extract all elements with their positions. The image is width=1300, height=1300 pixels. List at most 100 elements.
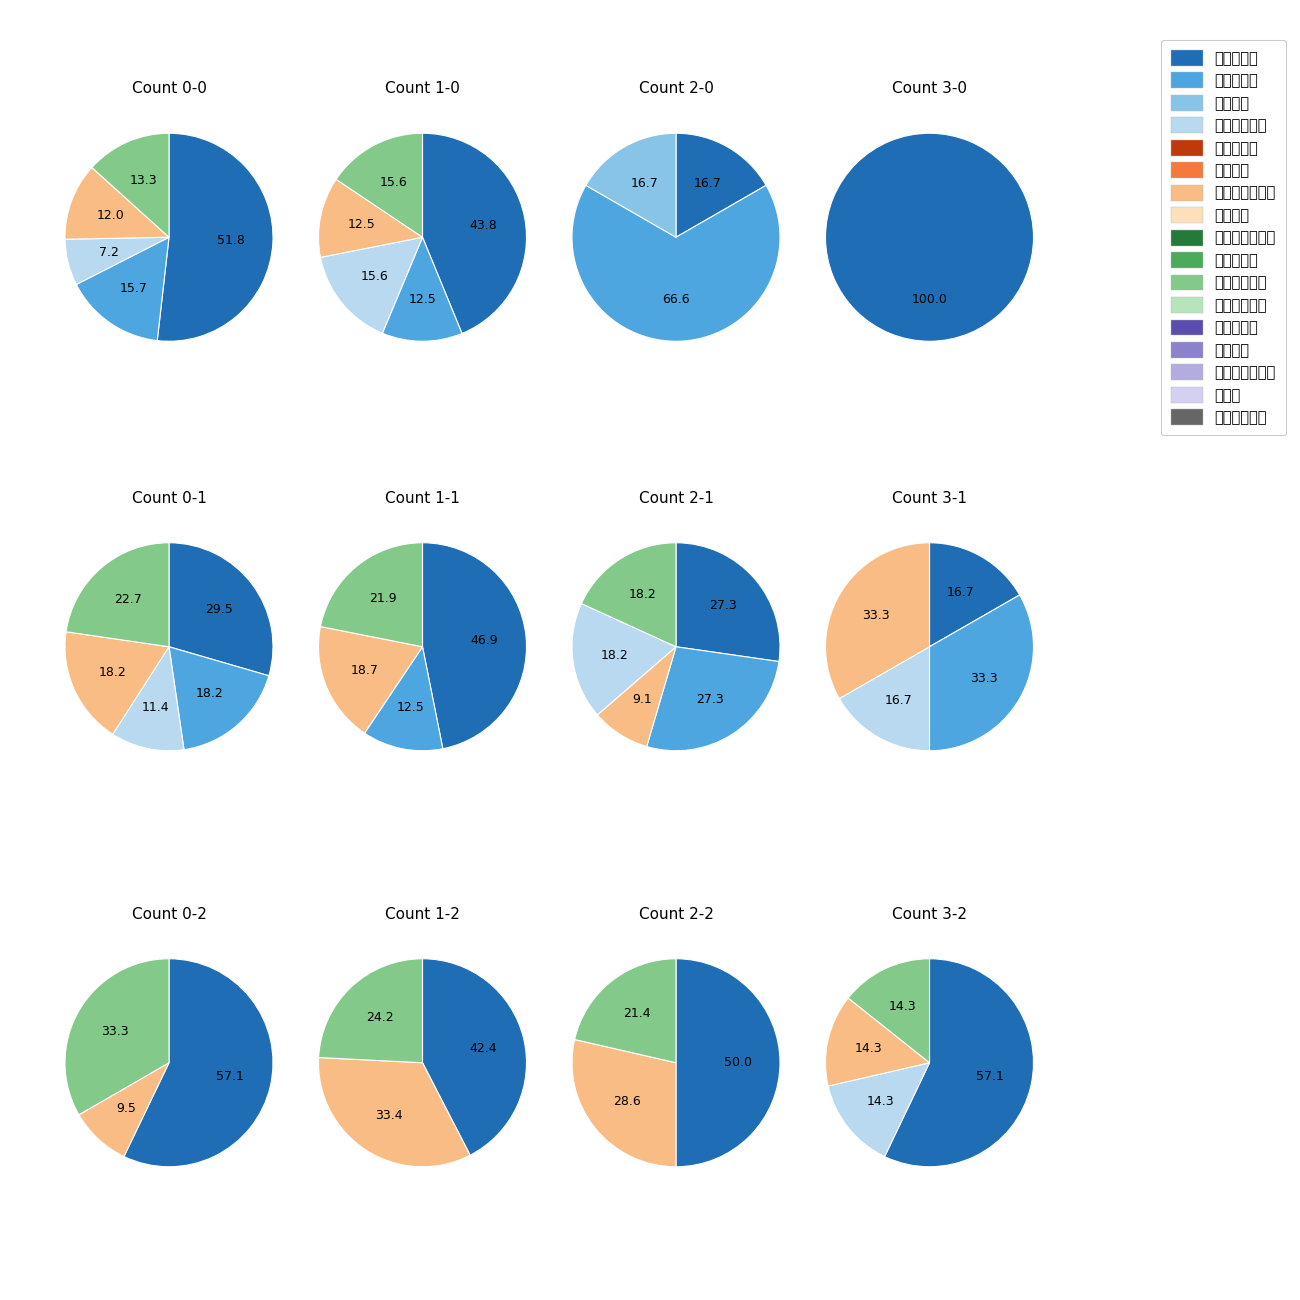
Wedge shape [169, 543, 273, 676]
Title: Count 2-2: Count 2-2 [638, 907, 714, 922]
Wedge shape [66, 543, 169, 647]
Title: Count 0-2: Count 0-2 [131, 907, 207, 922]
Wedge shape [65, 168, 169, 239]
Text: 51.8: 51.8 [217, 234, 246, 247]
Text: 18.2: 18.2 [628, 588, 656, 601]
Text: 9.5: 9.5 [117, 1102, 136, 1115]
Wedge shape [826, 998, 930, 1086]
Wedge shape [840, 647, 930, 751]
Wedge shape [930, 595, 1034, 751]
Text: 21.9: 21.9 [369, 592, 396, 604]
Wedge shape [321, 237, 423, 333]
Text: 16.7: 16.7 [630, 177, 659, 190]
Wedge shape [318, 959, 422, 1063]
Text: 14.3: 14.3 [855, 1043, 883, 1056]
Wedge shape [169, 647, 269, 750]
Wedge shape [676, 134, 766, 237]
Text: 14.3: 14.3 [867, 1096, 894, 1109]
Title: Count 1-1: Count 1-1 [385, 491, 460, 506]
Wedge shape [157, 134, 273, 341]
Text: 14.3: 14.3 [889, 1000, 916, 1013]
Title: Count 3-1: Count 3-1 [892, 491, 967, 506]
Title: Count 1-0: Count 1-0 [385, 82, 460, 96]
Wedge shape [930, 543, 1019, 647]
Title: Count 3-0: Count 3-0 [892, 82, 967, 96]
Wedge shape [676, 543, 780, 662]
Text: 100.0: 100.0 [911, 294, 948, 307]
Text: 9.1: 9.1 [632, 693, 653, 706]
Text: 27.3: 27.3 [696, 693, 724, 706]
Text: 15.7: 15.7 [120, 282, 147, 295]
Text: 43.8: 43.8 [469, 218, 498, 231]
Text: 33.3: 33.3 [970, 672, 997, 685]
Text: 15.6: 15.6 [360, 270, 387, 283]
Wedge shape [124, 959, 273, 1166]
Text: 12.5: 12.5 [408, 292, 437, 306]
Wedge shape [337, 134, 422, 237]
Wedge shape [572, 1040, 676, 1167]
Wedge shape [676, 959, 780, 1167]
Text: 33.3: 33.3 [101, 1026, 129, 1039]
Title: Count 0-0: Count 0-0 [131, 82, 207, 96]
Text: 11.4: 11.4 [142, 701, 169, 714]
Wedge shape [321, 543, 423, 647]
Text: 21.4: 21.4 [623, 1008, 651, 1020]
Wedge shape [65, 632, 169, 734]
Text: 57.1: 57.1 [216, 1070, 244, 1083]
Title: Count 1-2: Count 1-2 [385, 907, 460, 922]
Title: Count 2-0: Count 2-0 [638, 82, 714, 96]
Wedge shape [113, 647, 185, 750]
Text: 33.4: 33.4 [374, 1109, 403, 1122]
Text: 16.7: 16.7 [946, 586, 975, 599]
Wedge shape [598, 647, 676, 746]
Text: 12.5: 12.5 [347, 218, 376, 231]
Wedge shape [92, 134, 169, 237]
Legend: ストレート, ツーシーム, シュート, カットボール, スプリット, フォーク, チェンジアップ, シンカー, 高速スライダー, スライダー, 縦スライダー, : ストレート, ツーシーム, シュート, カットボール, スプリット, フォーク,… [1161, 40, 1286, 436]
Text: 15.6: 15.6 [380, 176, 407, 188]
Text: 12.5: 12.5 [396, 702, 424, 715]
Title: Count 2-1: Count 2-1 [638, 491, 714, 506]
Title: Count 0-1: Count 0-1 [131, 491, 207, 506]
Wedge shape [581, 542, 676, 647]
Text: 29.5: 29.5 [205, 603, 233, 616]
Text: 13.3: 13.3 [130, 174, 157, 187]
Wedge shape [572, 186, 780, 341]
Text: 7.2: 7.2 [99, 246, 118, 259]
Wedge shape [364, 647, 443, 750]
Wedge shape [848, 959, 930, 1063]
Text: 18.2: 18.2 [196, 688, 224, 701]
Wedge shape [646, 647, 779, 750]
Text: 22.7: 22.7 [114, 593, 142, 606]
Text: 50.0: 50.0 [724, 1056, 753, 1069]
Text: 28.6: 28.6 [614, 1095, 641, 1108]
Wedge shape [575, 959, 676, 1063]
Wedge shape [422, 543, 526, 749]
Wedge shape [382, 237, 462, 341]
Text: 27.3: 27.3 [710, 599, 737, 612]
Text: 57.1: 57.1 [976, 1070, 1005, 1083]
Text: 46.9: 46.9 [471, 634, 498, 647]
Wedge shape [318, 1057, 471, 1166]
Wedge shape [422, 134, 526, 334]
Wedge shape [318, 179, 422, 257]
Wedge shape [318, 627, 422, 733]
Text: 16.7: 16.7 [693, 177, 722, 190]
Wedge shape [586, 134, 676, 237]
Text: 18.7: 18.7 [351, 664, 378, 677]
Text: 16.7: 16.7 [884, 694, 913, 707]
Wedge shape [828, 1063, 930, 1157]
Wedge shape [77, 237, 169, 341]
Text: 42.4: 42.4 [469, 1041, 497, 1054]
Wedge shape [826, 543, 930, 698]
Wedge shape [65, 959, 169, 1115]
Text: 18.2: 18.2 [99, 666, 126, 679]
Wedge shape [826, 134, 1034, 341]
Wedge shape [572, 603, 676, 715]
Wedge shape [79, 1063, 169, 1157]
Wedge shape [65, 237, 169, 285]
Text: 18.2: 18.2 [601, 649, 628, 662]
Text: 24.2: 24.2 [365, 1011, 394, 1024]
Title: Count 3-2: Count 3-2 [892, 907, 967, 922]
Text: 66.6: 66.6 [662, 294, 690, 307]
Wedge shape [884, 959, 1034, 1166]
